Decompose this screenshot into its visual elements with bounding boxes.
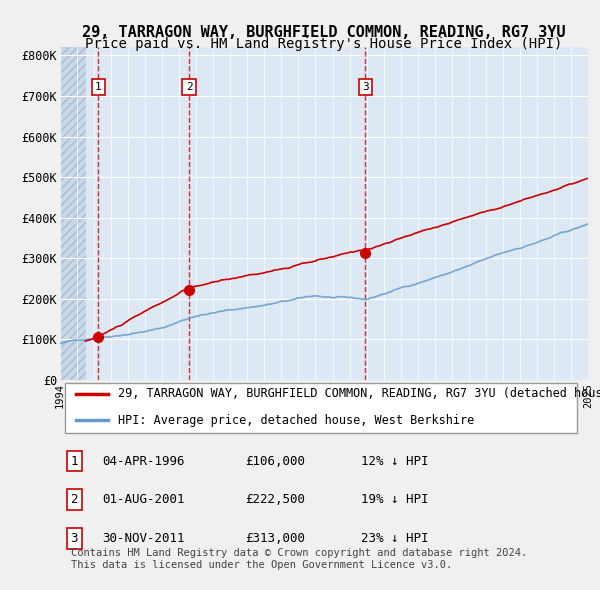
Text: 29, TARRAGON WAY, BURGHFIELD COMMON, READING, RG7 3YU (detached house): 29, TARRAGON WAY, BURGHFIELD COMMON, REA… xyxy=(118,388,600,401)
Text: 23% ↓ HPI: 23% ↓ HPI xyxy=(361,532,428,545)
Text: HPI: Average price, detached house, West Berkshire: HPI: Average price, detached house, West… xyxy=(118,414,475,427)
Text: 1: 1 xyxy=(71,455,78,468)
Text: 1: 1 xyxy=(95,82,101,92)
Bar xyxy=(60,47,86,380)
Text: 2: 2 xyxy=(186,82,193,92)
Text: 01-AUG-2001: 01-AUG-2001 xyxy=(102,493,185,506)
Text: 12% ↓ HPI: 12% ↓ HPI xyxy=(361,455,428,468)
Text: Price paid vs. HM Land Registry's House Price Index (HPI): Price paid vs. HM Land Registry's House … xyxy=(85,37,563,51)
FancyBboxPatch shape xyxy=(65,383,577,433)
Text: 19% ↓ HPI: 19% ↓ HPI xyxy=(361,493,428,506)
Text: 2: 2 xyxy=(71,493,78,506)
Text: 3: 3 xyxy=(362,82,368,92)
Text: £106,000: £106,000 xyxy=(245,455,305,468)
Text: 30-NOV-2011: 30-NOV-2011 xyxy=(102,532,185,545)
Text: Contains HM Land Registry data © Crown copyright and database right 2024.
This d: Contains HM Land Registry data © Crown c… xyxy=(71,548,527,569)
Text: 04-APR-1996: 04-APR-1996 xyxy=(102,455,185,468)
Text: 3: 3 xyxy=(71,532,78,545)
Text: £222,500: £222,500 xyxy=(245,493,305,506)
Text: £313,000: £313,000 xyxy=(245,532,305,545)
Text: 29, TARRAGON WAY, BURGHFIELD COMMON, READING, RG7 3YU: 29, TARRAGON WAY, BURGHFIELD COMMON, REA… xyxy=(82,25,566,40)
